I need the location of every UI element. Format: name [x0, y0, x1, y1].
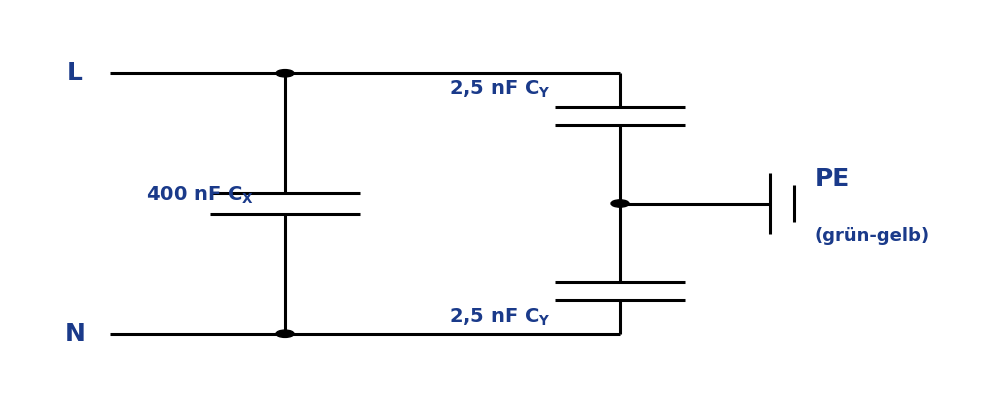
Text: (grün-gelb): (grün-gelb)	[815, 227, 930, 245]
Text: L: L	[67, 61, 83, 85]
Text: 400 nF C$_\mathregular{X}$: 400 nF C$_\mathregular{X}$	[146, 185, 254, 206]
Text: 2,5 nF C$_\mathregular{Y}$: 2,5 nF C$_\mathregular{Y}$	[449, 79, 551, 100]
Text: N: N	[65, 322, 85, 346]
Text: PE: PE	[815, 167, 850, 191]
Circle shape	[276, 70, 294, 77]
Circle shape	[276, 330, 294, 337]
Circle shape	[611, 200, 629, 207]
Text: 2,5 nF C$_\mathregular{Y}$: 2,5 nF C$_\mathregular{Y}$	[449, 307, 551, 328]
